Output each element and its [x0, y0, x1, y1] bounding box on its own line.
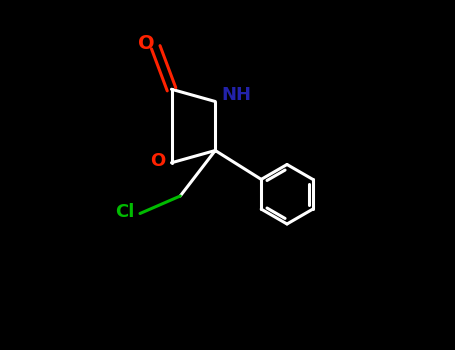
Text: O: O	[151, 152, 166, 170]
Text: O: O	[137, 34, 154, 52]
Text: Cl: Cl	[116, 203, 135, 221]
Text: NH: NH	[221, 86, 251, 104]
